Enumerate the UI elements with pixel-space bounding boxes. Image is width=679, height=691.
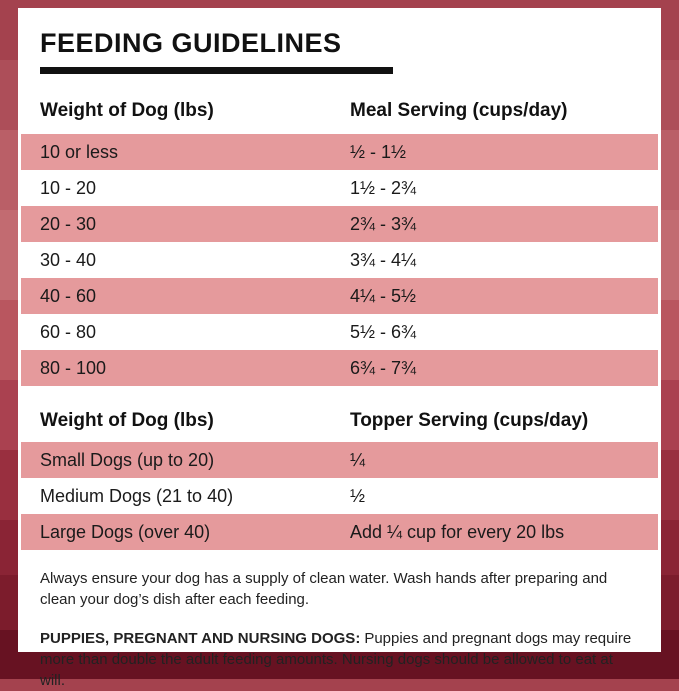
topper-header-serving: Topper Serving (cups/day) bbox=[350, 410, 589, 431]
row-serving-cell: 6¾ - 7¾ bbox=[350, 357, 417, 378]
row-serving-cell: ½ bbox=[350, 485, 366, 506]
puppies-note-label: PUPPIES, PREGNANT AND NURSING DOGS: bbox=[40, 630, 361, 647]
row-weight-cell: 80 - 100 bbox=[40, 357, 107, 378]
row-serving-cell: ¼ bbox=[350, 449, 366, 470]
footnotes: Always ensure your dog has a supply of c… bbox=[18, 568, 661, 691]
meal-table-header: Weight of Dog (lbs) Meal Serving (cups/d… bbox=[18, 100, 661, 122]
page-title: FEEDING GUIDELINES bbox=[40, 28, 342, 58]
meal-header-serving: Meal Serving (cups/day) bbox=[350, 100, 568, 121]
row-weight-cell: 10 or less bbox=[40, 141, 119, 162]
row-serving-cell: 1½ - 2¾ bbox=[350, 177, 417, 198]
row-serving-cell: ½ - 1½ bbox=[350, 141, 407, 162]
row-weight-cell: 10 - 20 bbox=[40, 177, 97, 198]
meal-table: 10 or less ½ - 1½ 10 - 20 1½ - 2¾ 20 - 3… bbox=[18, 134, 661, 386]
row-weight-cell: 30 - 40 bbox=[40, 249, 97, 270]
water-note: Always ensure your dog has a supply of c… bbox=[40, 570, 608, 608]
title-underline bbox=[40, 67, 393, 74]
table-row: 40 - 60 4¼ - 5½ bbox=[21, 278, 658, 314]
table-row: Large Dogs (over 40) Add ¼ cup for every… bbox=[21, 514, 658, 550]
row-serving-cell: 5½ - 6¾ bbox=[350, 321, 417, 342]
row-weight-cell: 60 - 80 bbox=[40, 321, 97, 342]
topper-header-weight: Weight of Dog (lbs) bbox=[40, 410, 214, 431]
row-weight-cell: Medium Dogs (21 to 40) bbox=[40, 485, 234, 506]
topper-table-header: Weight of Dog (lbs) Topper Serving (cups… bbox=[18, 410, 661, 432]
table-row: 10 - 20 1½ - 2¾ bbox=[21, 170, 658, 206]
table-row: Medium Dogs (21 to 40) ½ bbox=[21, 478, 658, 514]
row-weight-cell: Small Dogs (up to 20) bbox=[40, 449, 215, 470]
table-row: 60 - 80 5½ - 6¾ bbox=[21, 314, 658, 350]
row-serving-cell: 2¾ - 3¾ bbox=[350, 213, 417, 234]
puppies-note: PUPPIES, PREGNANT AND NURSING DOGS: Puppi… bbox=[40, 628, 639, 691]
table-row: 10 or less ½ - 1½ bbox=[21, 134, 658, 170]
feeding-guidelines-card: FEEDING GUIDELINES Weight of Dog (lbs) M… bbox=[18, 8, 661, 689]
row-weight-cell: Large Dogs (over 40) bbox=[40, 521, 211, 542]
row-weight-cell: 20 - 30 bbox=[40, 213, 97, 234]
table-row: 80 - 100 6¾ - 7¾ bbox=[21, 350, 658, 386]
table-row: 30 - 40 3¾ - 4¼ bbox=[21, 242, 658, 278]
row-serving-cell: Add ¼ cup for every 20 lbs bbox=[350, 521, 565, 542]
row-weight-cell: 40 - 60 bbox=[40, 285, 97, 306]
table-row: Small Dogs (up to 20) ¼ bbox=[21, 442, 658, 478]
row-serving-cell: 4¼ - 5½ bbox=[350, 285, 417, 306]
row-serving-cell: 3¾ - 4¼ bbox=[350, 249, 417, 270]
topper-table: Small Dogs (up to 20) ¼ Medium Dogs (21 … bbox=[18, 442, 661, 550]
meal-header-weight: Weight of Dog (lbs) bbox=[40, 100, 214, 121]
table-row: 20 - 30 2¾ - 3¾ bbox=[21, 206, 658, 242]
